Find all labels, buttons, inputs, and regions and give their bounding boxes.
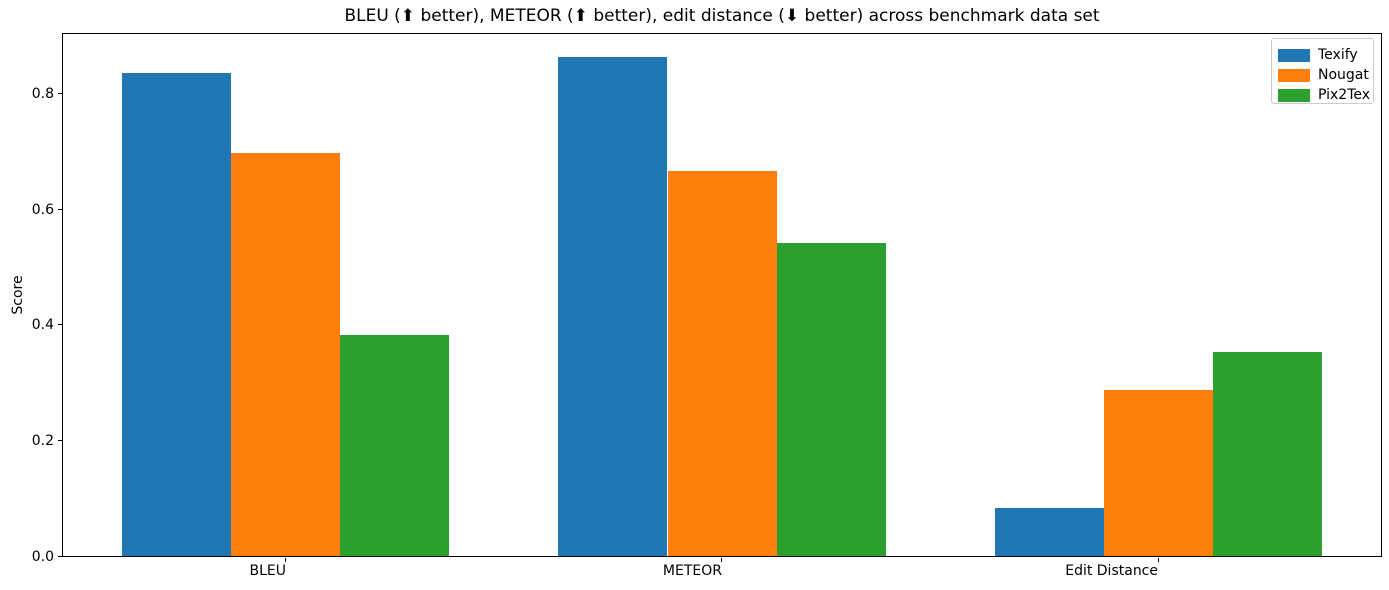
y-tick-mark — [58, 324, 62, 325]
y-tick-mark — [58, 209, 62, 210]
y-tick-mark — [58, 93, 62, 94]
y-axis-label: Score — [10, 275, 26, 315]
y-tick-label: 0.2 — [31, 433, 54, 449]
x-tick-mark — [1158, 558, 1159, 562]
y-tick-label: 0.6 — [31, 202, 54, 218]
legend-label: Nougat — [1318, 67, 1369, 83]
bar-nougat-meteor — [667, 170, 777, 556]
x-tick-label-edit-distance: Edit Distance — [1065, 563, 1158, 579]
bar-nougat-edit-distance — [1103, 389, 1213, 556]
legend-swatch-pix2tex — [1278, 88, 1310, 102]
legend-label: Texify — [1318, 47, 1358, 63]
bar-pix2tex-meteor — [776, 242, 886, 556]
y-tick-mark — [58, 440, 62, 441]
chart-title: BLEU (⬆ better), METEOR (⬆ better), edit… — [344, 6, 1100, 26]
bar-nougat-bleu — [231, 153, 341, 556]
x-tick-label-bleu: BLEU — [249, 563, 287, 579]
legend-item-texify: Texify — [1278, 45, 1373, 65]
legend-item-nougat: Nougat — [1278, 65, 1373, 85]
y-tick-label: 0.0 — [31, 549, 54, 565]
bar-pix2tex-edit-distance — [1212, 352, 1322, 556]
x-tick-mark — [285, 558, 286, 562]
legend-swatch-texify — [1278, 48, 1310, 62]
y-tick-label: 0.4 — [31, 317, 54, 333]
y-tick-label: 0.8 — [31, 86, 54, 102]
legend-label: Pix2Tex — [1318, 87, 1371, 103]
bar-texify-bleu — [122, 72, 232, 556]
bar-texify-meteor — [558, 57, 668, 556]
bar-texify-edit-distance — [994, 507, 1104, 556]
y-tick-mark — [58, 556, 62, 557]
legend-swatch-nougat — [1278, 68, 1310, 82]
x-tick-label-meteor: METEOR — [662, 563, 722, 579]
plot-area — [62, 33, 1382, 557]
x-tick-mark — [721, 558, 722, 562]
legend: Texify Nougat Pix2Tex — [1271, 38, 1374, 104]
bar-pix2tex-bleu — [340, 335, 450, 556]
legend-item-pix2tex: Pix2Tex — [1278, 85, 1373, 105]
